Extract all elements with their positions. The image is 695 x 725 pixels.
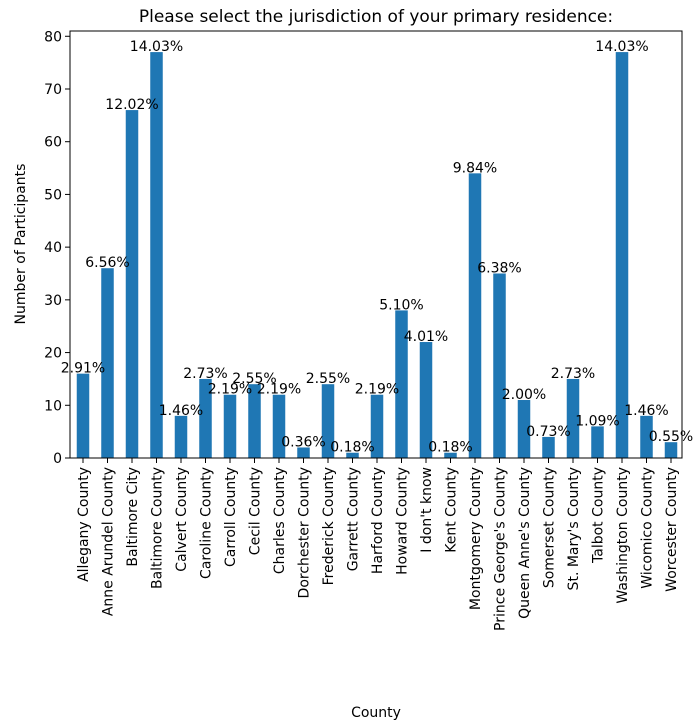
bar-value-label: 0.18% [330,440,374,456]
x-tick-label: Prince George's County [493,467,509,631]
bar [199,378,212,458]
x-tick-label: Caroline County [199,467,215,579]
x-tick-label: Baltimore County [150,467,166,589]
y-tick-label: 30 [44,293,62,309]
y-tick-label: 60 [44,135,62,151]
bar [101,268,114,458]
bar-value-label: 0.55% [649,429,693,445]
x-tick-label: Washington County [615,467,631,604]
plot-frame [69,30,683,459]
bar [150,52,163,458]
x-tick-label: Dorchester County [297,467,313,598]
bar [125,110,139,459]
x-tick-label: Garrett County [346,467,362,571]
bar [370,394,384,458]
x-tick-label: St. Mary's County [566,467,582,590]
x-tick-label: Baltimore City [125,467,141,567]
bar-value-label: 2.91% [61,361,105,377]
x-tick-label: Harford County [370,467,386,574]
bar-value-label: 2.19% [355,382,399,398]
y-tick-label: 40 [44,240,62,256]
bar-value-label: 2.19% [257,382,301,398]
x-tick-label: Calvert County [174,467,190,572]
x-tick-label: Allegany County [76,467,92,582]
y-axis-label: Number of Participants [13,164,29,325]
bar [566,378,580,458]
bar [615,52,629,458]
bar-value-label: 0.73% [526,424,570,440]
bar-value-label: 12.02% [105,97,158,113]
bar-value-label: 1.46% [159,403,203,419]
data-labels-group: 2.91%6.56%12.02%14.03%1.46%2.73%2.19%2.5… [61,39,693,456]
bar [664,442,678,458]
bar [297,447,310,458]
bar-value-label: 2.73% [183,366,227,382]
bar-value-label: 2.19% [208,382,252,398]
bar [248,384,261,458]
bar-value-label: 14.03% [595,39,648,55]
bar-value-label: 5.10% [379,297,423,313]
bar [346,452,359,458]
y-tick-label: 10 [44,398,62,414]
bar [76,373,90,458]
x-tick-label: Charles County [272,467,288,574]
bar-value-label: 2.00% [502,387,546,403]
bars-group [76,52,678,459]
bar-value-label: 9.84% [453,160,497,176]
y-tick-label: 80 [44,29,62,45]
bar-value-label: 2.73% [551,366,595,382]
x-tick-label: Somerset County [542,467,558,588]
bar [444,452,457,458]
bar [395,310,408,458]
x-axis: Allegany County Anne Arundel County Baltim… [76,458,680,631]
x-tick-label: Talbot County [591,467,607,564]
bar [493,273,506,458]
bar-value-label: 2.55% [306,371,350,387]
bar [321,384,335,458]
x-tick-label: Howard County [395,467,411,575]
y-tick-label: 0 [53,451,62,467]
bar-value-label: 4.01% [404,329,448,345]
bar [223,394,237,458]
bar-value-label: 2.55% [232,371,276,387]
bar [542,436,555,458]
bar [517,400,531,458]
bar-value-label: 0.36% [281,434,325,450]
x-tick-label: Kent County [444,467,460,553]
y-tick-label: 70 [44,82,62,98]
bar [272,394,286,458]
x-tick-label: Worcester County [664,467,680,592]
x-tick-label: Carroll County [223,467,239,567]
y-tick-label: 20 [44,346,62,362]
x-tick-label: Queen Anne's County [517,467,533,619]
bar-value-label: 6.38% [477,260,521,276]
x-tick-label: Frederick County [321,467,337,585]
chart-title: Please select the jurisdiction of your p… [139,7,613,27]
bar-value-label: 1.09% [575,413,619,429]
bar-value-label: 14.03% [130,39,183,55]
bar [591,426,604,458]
y-axis: 0 10 20 30 40 50 60 70 80 [44,29,70,467]
bar [640,415,653,458]
bar [419,342,433,458]
x-tick-label: Cecil County [248,467,264,555]
bar [468,173,482,459]
x-axis-label: County [351,705,401,721]
x-tick-label: Anne Arundel County [101,467,117,616]
x-tick-label: Wicomico County [640,467,656,589]
x-tick-label: Montgomery County [468,467,484,610]
bar-value-label: 1.46% [624,403,668,419]
x-tick-label: I don't know [419,467,435,553]
y-tick-label: 50 [44,187,62,203]
bar-value-label: 0.18% [428,440,472,456]
bar [174,415,188,458]
bar-value-label: 6.56% [85,255,129,271]
